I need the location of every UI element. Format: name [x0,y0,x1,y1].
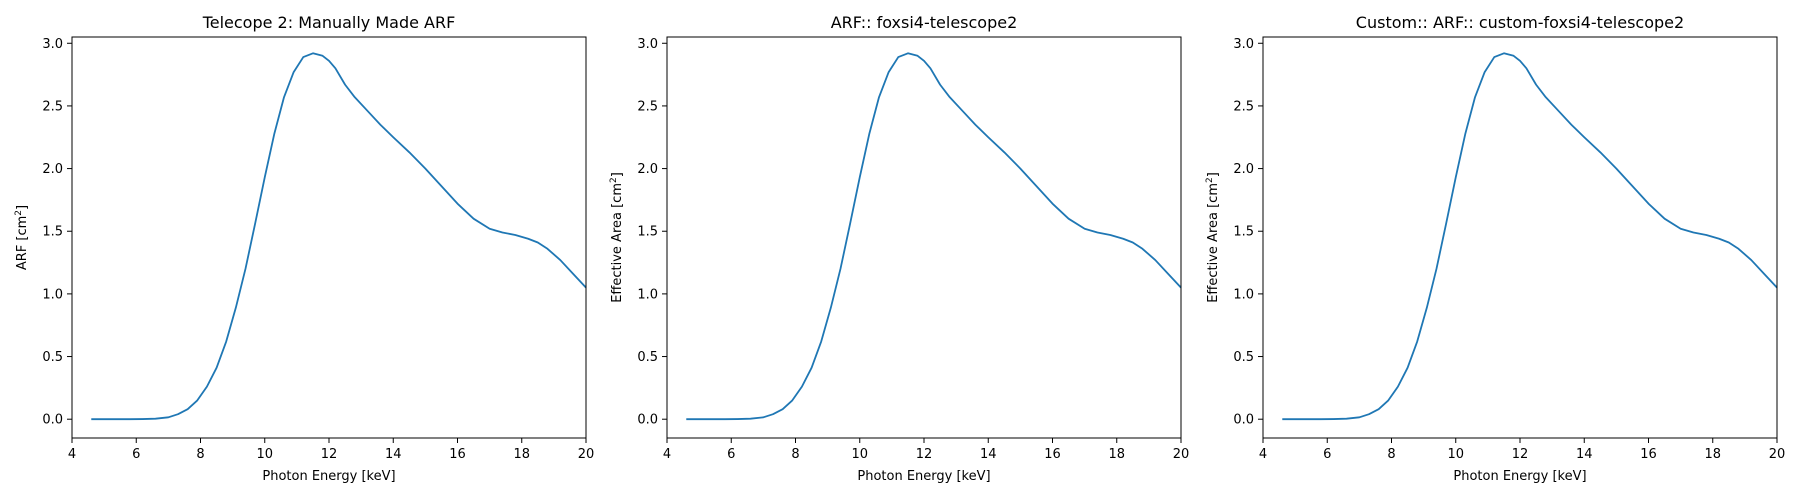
x-tick-label: 4 [1259,447,1267,462]
axes-frame [666,36,1182,439]
x-tick-label: 4 [68,447,76,462]
y-tick-label: 1.0 [637,287,658,302]
x-tick-label: 16 [1640,447,1657,462]
x-tick-label: 14 [980,447,997,462]
y-tick-label: 2.5 [637,99,658,114]
y-tick-label: 1.5 [42,225,63,240]
x-tick-label: 8 [196,447,204,462]
x-tick-label: 8 [1387,447,1395,462]
x-tick-label: 18 [513,447,530,462]
x-tick-label: 12 [321,447,338,462]
x-tick-label: 6 [727,447,735,462]
y-tick-label: 3.0 [1233,37,1254,52]
y-axis-label-main: Effective Area [cm [610,183,625,303]
y-tick-label: 0.0 [42,413,63,428]
x-tick-label: 10 [256,447,273,462]
subplot-telescope-2-manual-arf: 4 6 8 10 12 14 16 18 20 0.0 0.5 1.0 1.5 2.0 2.5 3.0 Tele… [14,13,594,484]
x-tick-label: 20 [578,447,595,462]
x-tick-label: 10 [851,447,868,462]
y-tick-label: 2.0 [1233,162,1254,177]
series-line-0 [686,52,1182,421]
chart-title: ARF:: foxsi4-telescope2 [831,13,1018,32]
subplot-custom-arf-foxsi4-telescope2: 4 6 8 10 12 14 16 18 20 0.0 0.5 1.0 1.5 2.0 2.5 3.0 Cust… [1205,13,1785,484]
x-tick-label: 6 [132,447,140,462]
y-tick-label: 2.5 [42,99,63,114]
y-tick-label: 3.0 [42,37,63,52]
x-tick-label: 14 [1576,447,1593,462]
y-tick-label: 0.5 [637,350,658,365]
subplot-arf-foxsi4-telescope2: 4 6 8 10 12 14 16 18 20 0.0 0.5 1.0 1.5 2.0 2.5 3.0 ARF:… [609,13,1189,484]
y-tick-label: 0.5 [42,350,63,365]
x-tick-label: 12 [1512,447,1529,462]
y-axis-label-main: ARF [cm [15,216,30,270]
y-tick-label: 1.0 [1233,287,1254,302]
axes-frame [1262,36,1778,439]
y-axis-label-main: Effective Area [cm [1206,183,1221,303]
x-tick-label: 20 [1769,447,1786,462]
y-tick-label: 1.0 [42,287,63,302]
y-tick-label: 1.5 [1233,225,1254,240]
x-axis-label: Photon Energy [keV] [1453,469,1586,484]
y-tick-label: 2.5 [1233,99,1254,114]
x-tick-label: 4 [663,447,671,462]
y-tick-label: 2.0 [637,162,658,177]
chart-title: Telecope 2: Manually Made ARF [202,13,456,32]
x-tick-label: 18 [1108,447,1125,462]
x-tick-label: 16 [449,447,466,462]
x-tick-label: 12 [916,447,933,462]
y-tick-label: 3.0 [637,37,658,52]
y-axis-label-end: ] [15,205,30,210]
y-tick-label: 0.0 [1233,413,1254,428]
y-axis-label-end: ] [1206,172,1221,177]
x-tick-label: 8 [791,447,799,462]
y-tick-label: 1.5 [637,225,658,240]
chart-title: Custom:: ARF:: custom-foxsi4-telescope2 [1356,13,1684,32]
x-tick-label: 16 [1044,447,1061,462]
y-axis-label-superscript: 2 [14,210,24,216]
y-axis-label-superscript: 2 [1205,177,1215,183]
y-axis-label-superscript: 2 [609,177,619,183]
y-tick-label: 2.0 [42,162,63,177]
series-line-0 [1282,52,1778,421]
x-tick-label: 18 [1704,447,1721,462]
x-axis-label: Photon Energy [keV] [262,469,395,484]
x-tick-label: 10 [1447,447,1464,462]
x-axis-label: Photon Energy [keV] [857,469,990,484]
y-tick-label: 0.0 [637,413,658,428]
series-line-0 [91,52,587,421]
x-tick-label: 6 [1323,447,1331,462]
y-tick-label: 0.5 [1233,350,1254,365]
x-tick-label: 14 [385,447,402,462]
axes-frame [71,36,587,439]
y-axis-label-end: ] [610,172,625,177]
x-tick-label: 20 [1173,447,1190,462]
y-axis-label: Effective Area [cm2] [1205,172,1221,303]
y-axis-label: Effective Area [cm2] [609,172,625,303]
y-axis-label: ARF [cm2] [14,205,30,270]
